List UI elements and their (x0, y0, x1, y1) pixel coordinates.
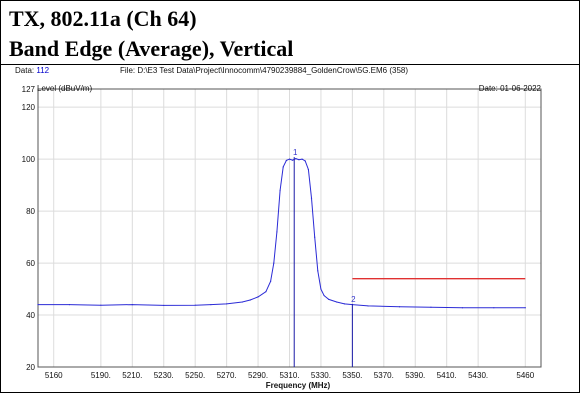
data-point (100, 304, 102, 306)
x-tick-label: 5330. (311, 371, 331, 380)
title-line-1: TX, 802.11a (Ch 64) (9, 6, 197, 31)
x-tick-label: 5230. (154, 371, 174, 380)
x-tick-label: 5270. (217, 371, 237, 380)
x-axis-label: Frequency (MHz) (266, 381, 331, 390)
y-tick-label: 20 (26, 363, 35, 372)
data-point (430, 306, 432, 308)
y-axis-label: Level (dBuV/m) (37, 84, 92, 93)
marker-label: 2 (351, 295, 356, 304)
data-point (194, 304, 196, 306)
grid (38, 89, 541, 367)
markers-group: 12 (293, 148, 356, 367)
x-tick-label: 5410. (437, 371, 457, 380)
data-point (131, 304, 133, 306)
data-point (276, 231, 278, 233)
data-point (241, 301, 243, 303)
data-point (37, 304, 39, 306)
data-point (292, 159, 294, 161)
y-tick-label: 40 (26, 311, 35, 320)
data-point (307, 168, 309, 171)
data-id-value: 112 (36, 66, 50, 75)
x-tick-label: 5430. (468, 371, 488, 380)
data-point (257, 296, 259, 298)
data-point (249, 299, 251, 301)
data-point (285, 159, 287, 162)
x-tick-label: 5160 (45, 371, 63, 380)
data-point (343, 303, 346, 305)
data-point (298, 159, 300, 161)
y-tick-label: 120 (22, 103, 36, 112)
marker-label: 1 (293, 148, 298, 157)
x-tick-label: 5290. (248, 371, 268, 380)
data-point (493, 307, 495, 309)
plot-area (37, 88, 542, 368)
data-point (273, 262, 275, 264)
y-tick-label: 127 (22, 85, 36, 94)
x-tick-label: 5370. (374, 371, 394, 380)
x-tick-label: 5310. (279, 371, 299, 380)
y-tick-label: 80 (26, 207, 35, 216)
data-point (163, 304, 165, 307)
data-id: Data: 112 (15, 66, 49, 75)
data-point (398, 306, 401, 308)
data-point (295, 158, 297, 160)
data-point (461, 307, 464, 309)
series-group (37, 158, 526, 309)
data-point (314, 236, 316, 238)
data-point (226, 303, 228, 305)
file-path: File: D:\E3 Test Data\Project\Innocomm\4… (120, 66, 408, 75)
data-point (68, 304, 71, 306)
data-point (279, 189, 281, 191)
data-point (336, 301, 338, 303)
x-tick-label: 5250. (185, 371, 205, 380)
title-line-2: Band Edge (Average), Vertical (9, 36, 294, 61)
data-point (320, 288, 322, 290)
data-point (304, 160, 306, 162)
series-line (38, 158, 526, 309)
data-point (524, 307, 526, 309)
x-tick-label: 5190. (91, 371, 111, 380)
x-tick-label: 5350. (342, 371, 362, 380)
data-point (265, 291, 267, 293)
x-tick-label: 5390. (405, 371, 425, 380)
axis-ticks: 20 40 60 80 100 120 127 5160 5190. 5210. 5230. 5250… (22, 85, 535, 380)
data-point (301, 158, 303, 160)
data-point (270, 280, 272, 282)
data-point (323, 294, 325, 297)
data-point (328, 298, 330, 301)
x-tick-label: 5210. (122, 371, 142, 380)
data-point (210, 304, 212, 306)
data-point (367, 305, 369, 307)
date-text: Date: 01-06-2022 (479, 84, 542, 93)
header-divider (0, 64, 580, 65)
y-tick-label: 100 (22, 155, 36, 164)
data-point (288, 158, 291, 160)
x-tick-label: 5460 (516, 371, 534, 380)
data-point (282, 166, 284, 168)
data-point (317, 270, 319, 272)
data-point (310, 197, 313, 199)
y-tick-label: 60 (26, 259, 35, 268)
data-id-label: Data: (15, 66, 35, 75)
